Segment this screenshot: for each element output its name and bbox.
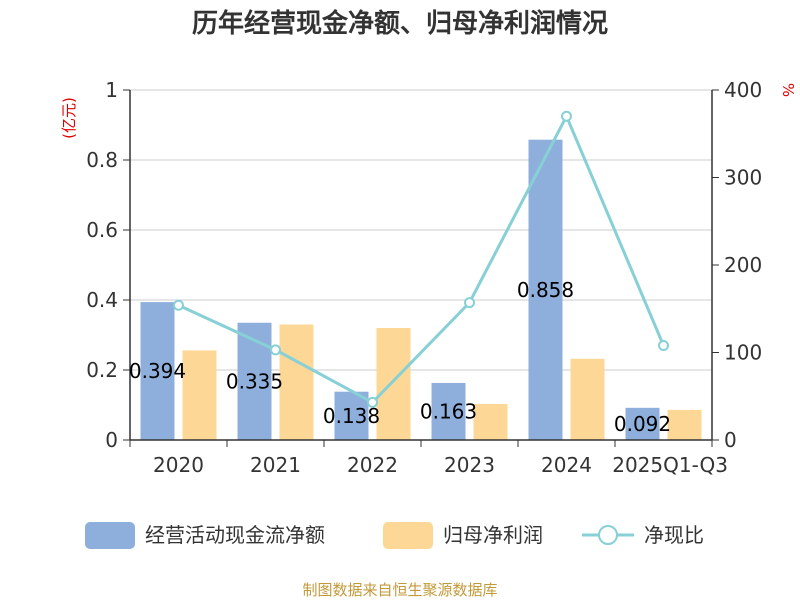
x-category-label: 2021 <box>250 453 301 477</box>
ratio-point <box>464 297 475 309</box>
x-category-label: 2025Q1-Q3 <box>612 453 728 477</box>
right-tick-label: 200 <box>724 253 762 277</box>
legend-label-ratio: 净现比 <box>644 523 704 547</box>
gridlines <box>130 89 712 371</box>
x-category-label: 2022 <box>347 453 398 477</box>
left-axis-unit: (亿元) <box>60 97 78 139</box>
data-labels: 0.394 0.335 0.138 0.163 0.858 0.092 <box>129 278 671 436</box>
cashflow-data-label: 0.858 <box>517 278 574 302</box>
x-category-label: 2020 <box>153 453 204 477</box>
cashflow-bar <box>625 407 660 440</box>
chart-title: 历年经营现金净额、归母净利润情况 <box>192 8 608 39</box>
legend: 经营活动现金流净额 归母净利润 净现比 <box>85 522 704 549</box>
legend-swatch-cashflow <box>85 522 135 549</box>
bars <box>140 139 702 440</box>
axes: 0 0.2 0.4 0.6 0.8 1 0 100 200 300 400 2020 2021 2022 2… <box>86 78 762 477</box>
ratio-point <box>173 299 184 311</box>
right-tick-label: 300 <box>724 166 762 190</box>
cashflow-data-label: 0.394 <box>129 359 186 383</box>
net-profit-bar <box>279 324 314 440</box>
ratio-point <box>270 344 281 356</box>
cashflow-bar <box>528 139 563 440</box>
cashflow-data-label: 0.163 <box>420 399 477 423</box>
ratio-line-path <box>177 112 665 405</box>
left-tick-label: 0.2 <box>86 358 118 382</box>
net-profit-bar <box>667 409 702 440</box>
net-profit-bar <box>570 358 605 440</box>
x-category-label: 2023 <box>444 453 495 477</box>
cashflow-bar <box>431 382 466 440</box>
cashflow-data-label: 0.092 <box>614 412 671 436</box>
left-tick-label: 0 <box>105 428 118 452</box>
right-tick-label: 0 <box>724 428 737 452</box>
cashflow-bar <box>334 391 369 440</box>
cashflow-bar <box>140 302 175 440</box>
net-profit-bar <box>376 328 411 440</box>
left-tick-label: 1 <box>105 78 118 102</box>
legend-label-cashflow: 经营活动现金流净额 <box>145 523 325 547</box>
cashflow-bar <box>237 322 272 440</box>
right-axis-unit: % <box>779 83 797 97</box>
ratio-point <box>561 110 572 122</box>
cashflow-data-label: 0.138 <box>323 404 380 428</box>
right-tick-label: 400 <box>724 78 762 102</box>
ratio-line <box>173 110 669 408</box>
cashflow-data-label: 0.335 <box>226 369 283 393</box>
legend-swatch-net-profit <box>383 522 433 549</box>
left-tick-label: 0.4 <box>86 288 118 312</box>
legend-marker-ratio <box>598 525 618 545</box>
ratio-point <box>658 340 669 351</box>
net-profit-bar <box>182 350 217 440</box>
ratio-point <box>367 396 378 408</box>
legend-label-net-profit: 归母净利润 <box>443 523 543 547</box>
right-tick-label: 100 <box>724 341 762 365</box>
left-tick-label: 0.6 <box>86 218 118 242</box>
x-category-label: 2024 <box>541 453 592 477</box>
net-profit-bar <box>473 403 508 440</box>
source-note: 制图数据来自恒生聚源数据库 <box>302 581 497 599</box>
left-tick-label: 0.8 <box>86 148 118 172</box>
